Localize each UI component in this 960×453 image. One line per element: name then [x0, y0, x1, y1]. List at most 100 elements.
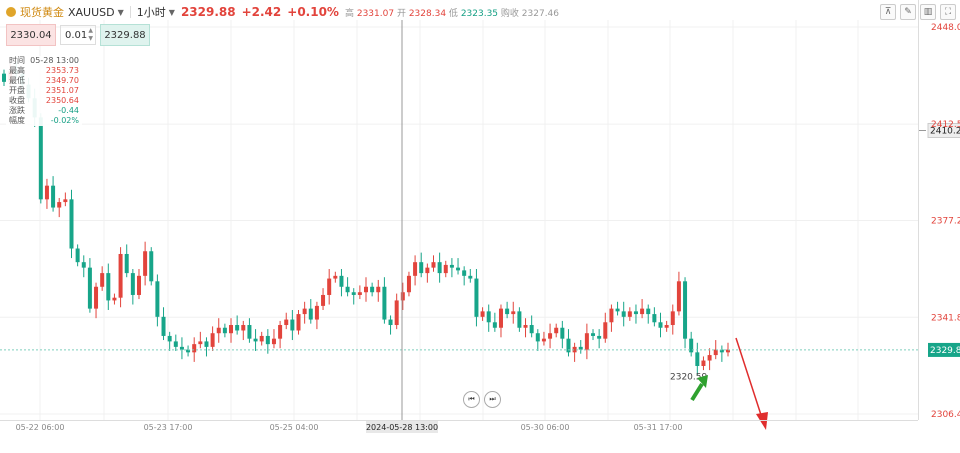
crosshair-price-label: 2410.20: [930, 126, 960, 136]
fullscreen-icon[interactable]: ⛶: [940, 4, 956, 20]
time-tick-label: 05-25 04:00: [270, 423, 319, 432]
candle-body: [413, 262, 418, 276]
candle-body: [443, 264, 448, 274]
candle-body: [633, 311, 638, 315]
candle-body: [640, 308, 645, 315]
candle-body: [437, 262, 442, 274]
time-tick-label: 05-31 17:00: [634, 423, 683, 432]
candle-body: [701, 360, 706, 366]
interval-dropdown-icon[interactable]: ▼: [168, 7, 175, 17]
scroll-left-icon[interactable]: ⏮: [463, 391, 480, 408]
indicator-icon[interactable]: ⊼: [880, 4, 896, 20]
price-change: +2.42: [241, 5, 282, 19]
sell-button[interactable]: 2330.04: [6, 24, 56, 46]
candle-body: [167, 335, 172, 342]
candle-body: [719, 349, 724, 353]
symbol-dropdown-icon[interactable]: ▼: [117, 7, 124, 17]
candle-body: [253, 338, 258, 342]
interval-select[interactable]: 1小时: [136, 6, 166, 19]
low-price-annotation: 2320.59: [670, 372, 707, 382]
candle-body: [425, 267, 430, 274]
candle-body: [707, 355, 712, 361]
candle-body: [370, 286, 375, 293]
ohlc-high-value: 2331.07: [356, 8, 395, 19]
candle-info-box: 时间 05-28 13:00 最高 2353.73 最低 2349.70 开盘 2351…: [6, 56, 82, 126]
candle-body: [222, 327, 227, 334]
candle-body: [474, 278, 479, 317]
candle-body: [179, 346, 184, 350]
quantity-stepper[interactable]: 0.01 ▲ ▼: [60, 25, 96, 45]
draw-icon[interactable]: ✎: [900, 4, 916, 20]
info-row: 开盘 2351.07: [9, 86, 79, 95]
time-tick-label: 2024-05-28 13:00: [366, 423, 438, 432]
candle-body: [535, 333, 540, 342]
buy-button[interactable]: 2329.88: [100, 24, 150, 46]
candle-series: [2, 61, 730, 376]
candle-body: [271, 338, 276, 345]
ohlc-open-label: 开: [396, 8, 406, 19]
ohlc-low-label: 低: [448, 8, 458, 19]
candle-body: [106, 273, 111, 301]
ohlc-close-value: 2327.46: [521, 8, 560, 19]
candle-body: [621, 311, 626, 317]
candle-body: [351, 292, 356, 295]
divider: [129, 6, 131, 18]
candle-body: [192, 344, 197, 353]
candle-body: [210, 333, 215, 347]
candle-body: [308, 308, 313, 320]
time-tick-label: 05-30 06:00: [521, 423, 570, 432]
candle-body: [259, 335, 264, 342]
crosshair-price-tag: [927, 122, 960, 138]
candle-body: [406, 275, 411, 293]
stepper-arrows-icon[interactable]: ▲ ▼: [88, 27, 93, 42]
candle-body: [364, 286, 368, 293]
candle-body: [505, 308, 510, 315]
candle-body: [511, 311, 516, 315]
price-tick-label: 2412.55: [931, 120, 960, 130]
candle-body: [615, 308, 620, 312]
candle-body: [664, 325, 669, 328]
candle-body: [161, 316, 166, 336]
candle-body: [38, 117, 43, 200]
chart-type-icon[interactable]: ▥: [920, 4, 936, 20]
candle-body: [247, 325, 252, 339]
symbol-name[interactable]: 现货黄金: [20, 6, 64, 19]
candle-body: [419, 262, 424, 274]
chart-grid: [0, 20, 918, 420]
candle-body: [670, 311, 675, 326]
price-tick-label: 2448.08: [931, 23, 960, 33]
candle-body: [81, 262, 86, 268]
chart-toolbar: ⊼ ✎ ▥ ⛶: [880, 4, 956, 20]
candle-body: [173, 341, 178, 347]
candle-body: [572, 346, 577, 353]
candle-body: [57, 202, 62, 208]
candle-body: [265, 335, 270, 345]
candle-body: [646, 308, 651, 315]
candle-body: [431, 262, 436, 268]
scroll-right-icon[interactable]: ⏭: [484, 391, 501, 408]
candle-body: [560, 327, 565, 339]
price-tick-label: 2377.25: [931, 217, 960, 227]
candle-body: [689, 338, 694, 353]
candle-body: [235, 325, 240, 331]
candle-body: [296, 314, 301, 331]
trade-bar: 2330.04 0.01 ▲ ▼ 2329.88: [6, 24, 150, 46]
candle-body: [149, 251, 154, 282]
candle-body: [327, 278, 332, 295]
candle-body: [51, 185, 56, 208]
candle-body: [69, 199, 74, 249]
last-price-tag: [928, 342, 960, 357]
candle-body: [2, 73, 6, 82]
candle-body: [302, 308, 307, 315]
info-row: 涨跌 -0.44: [9, 106, 79, 115]
candle-body: [578, 346, 583, 350]
symbol-code[interactable]: XAUUSD: [68, 5, 115, 19]
crosshair-time-tag: [366, 421, 438, 433]
candle-body: [290, 319, 295, 331]
ohlc-high-label: 高: [344, 8, 354, 19]
candle-body: [216, 327, 221, 334]
candle-body: [713, 349, 718, 356]
candle-body: [278, 325, 283, 339]
candle-body: [462, 270, 467, 276]
